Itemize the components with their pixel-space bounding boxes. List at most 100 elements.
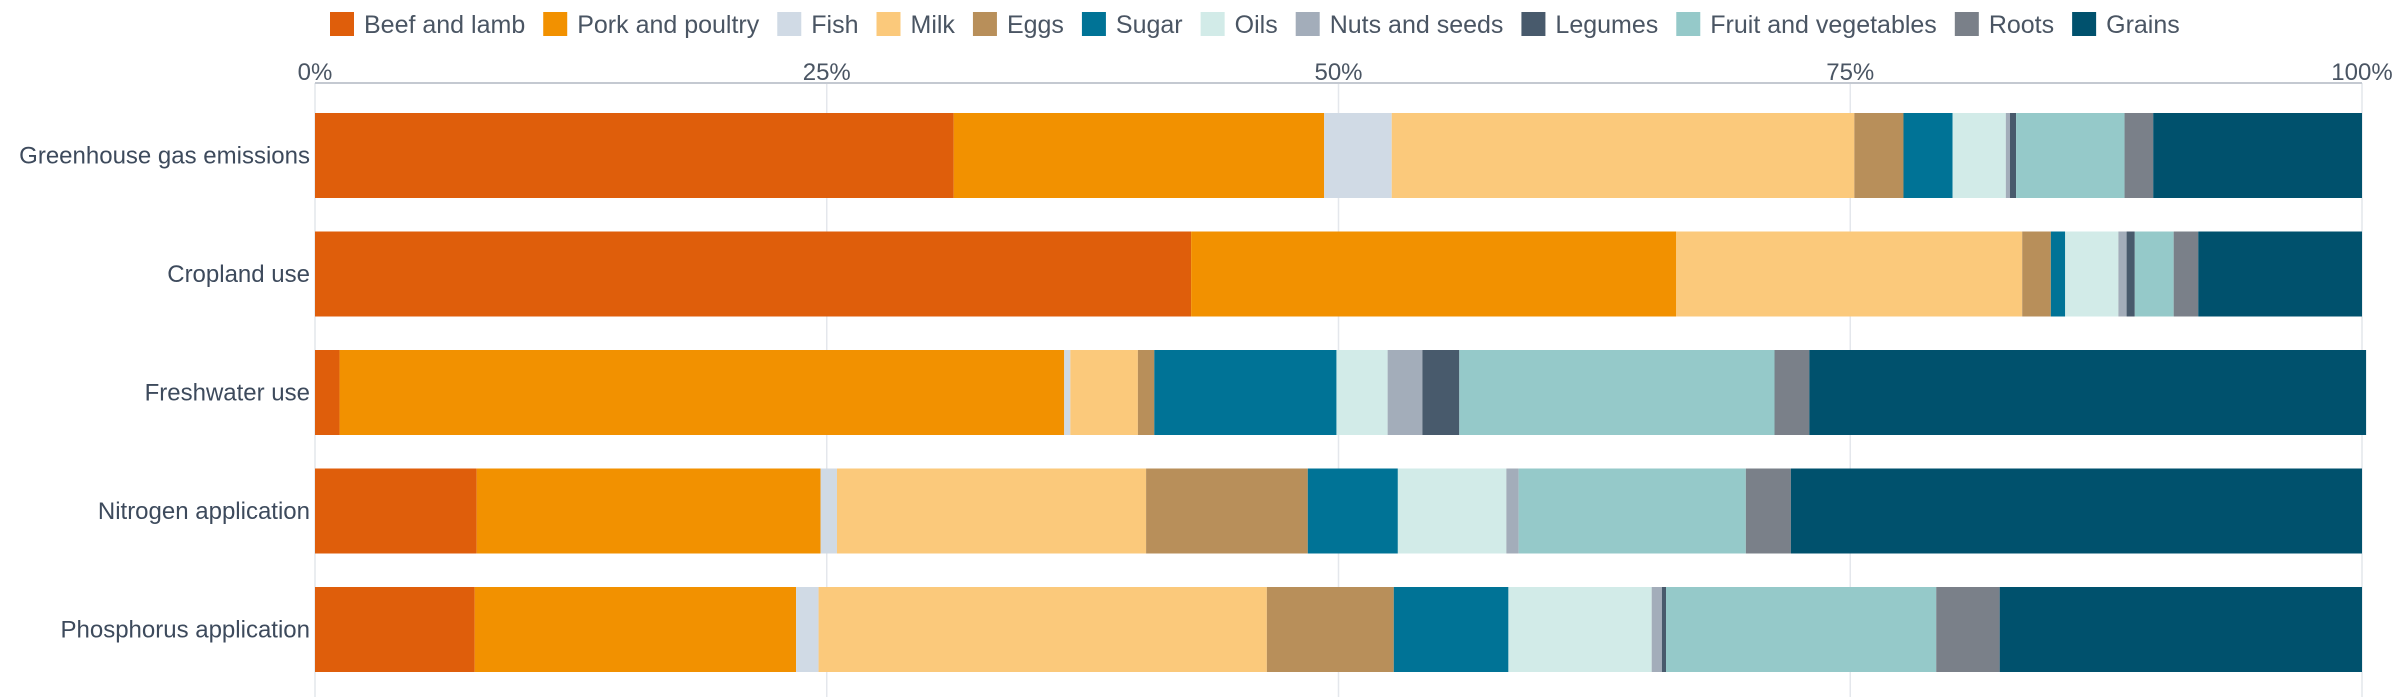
bar-segment-freshwater-use-legumes [1422, 350, 1460, 435]
x-tick-label-50: 50% [1314, 59, 1362, 86]
bar-row-greenhouse-gas-emissions [315, 113, 2362, 198]
bar-segment-phosphorus-application-fruit-and-vegetables [1666, 587, 1937, 672]
bar-segment-greenhouse-gas-emissions-fish [1324, 113, 1392, 198]
bar-segment-freshwater-use-sugar [1154, 350, 1337, 435]
bar-segment-phosphorus-application-oils [1508, 587, 1652, 672]
legend-swatch-pork-and-poultry [543, 12, 568, 36]
bar-row-nitrogen-application [315, 468, 2362, 554]
category-label-cropland-use: Cropland use [167, 261, 310, 288]
legend-swatch-grains [2072, 12, 2097, 36]
bar-segment-cropland-use-legumes [2126, 231, 2135, 317]
bar-segment-phosphorus-application-legumes [1661, 587, 1667, 672]
bar-segment-phosphorus-application-pork-and-poultry [474, 587, 797, 672]
bar-row-cropland-use [315, 231, 2362, 317]
legend-label-fish: Fish [811, 11, 858, 39]
bar-segment-cropland-use-nuts-and-seeds [2118, 231, 2127, 317]
legend-swatch-fruit-and-vegetables [1676, 12, 1701, 36]
legend-swatch-beef-and-lamb [330, 12, 354, 36]
category-label-nitrogen-application: Nitrogen application [98, 498, 310, 525]
bar-segment-nitrogen-application-fish [820, 468, 837, 554]
bar-segment-phosphorus-application-roots [1936, 587, 2000, 672]
bar-row-phosphorus-application [315, 587, 2362, 672]
bar-segment-greenhouse-gas-emissions-fruit-and-vegetables [2016, 113, 2125, 198]
bar-segment-freshwater-use-eggs [1137, 350, 1155, 435]
bar-segment-cropland-use-oils [2065, 231, 2119, 317]
bar-segment-greenhouse-gas-emissions-roots [2124, 113, 2154, 198]
bar-segment-cropland-use-beef-and-lamb [315, 231, 1192, 317]
legend-swatch-roots [1954, 12, 1979, 36]
bar-segment-greenhouse-gas-emissions-nuts-and-seeds [2005, 113, 2010, 198]
bar-segment-phosphorus-application-nuts-and-seeds [1651, 587, 1662, 672]
bar-segment-greenhouse-gas-emissions-beef-and-lamb [315, 113, 954, 198]
legend-swatch-legumes [1521, 12, 1546, 36]
bar-segment-nitrogen-application-sugar [1307, 468, 1398, 554]
legend-label-sugar: Sugar [1116, 11, 1183, 39]
legend-swatch-sugar [1081, 12, 1106, 36]
legend-label-roots: Roots [1989, 11, 2054, 39]
legend-swatch-fish [777, 12, 802, 36]
legend-label-oils: Oils [1235, 11, 1278, 39]
bar-segment-phosphorus-application-milk [818, 587, 1267, 672]
bar-segment-cropland-use-roots [2173, 231, 2199, 317]
bar-segment-freshwater-use-pork-and-poultry [339, 350, 1065, 435]
bar-segment-cropland-use-fruit-and-vegetables [2134, 231, 2174, 317]
legend-label-eggs: Eggs [1007, 11, 1064, 39]
bar-segment-freshwater-use-milk [1070, 350, 1138, 435]
legend-label-grains: Grains [2106, 11, 2180, 39]
legend-label-milk: Milk [911, 11, 956, 39]
bar-segment-cropland-use-grains [2198, 231, 2362, 317]
bar-segment-cropland-use-eggs [2022, 231, 2051, 317]
x-tick-label-75: 75% [1826, 59, 1874, 86]
bar-segment-phosphorus-application-eggs [1266, 587, 1394, 672]
bar-segment-cropland-use-pork-and-poultry [1191, 231, 1677, 317]
bar-segment-greenhouse-gas-emissions-legumes [2009, 113, 2017, 198]
bar-segment-nitrogen-application-beef-and-lamb [315, 468, 477, 554]
bar-row-freshwater-use [315, 350, 2367, 435]
x-axis: 0% 25% 50% 75% 100% [298, 59, 2393, 86]
category-label-greenhouse-gas-emissions: Greenhouse gas emissions [19, 143, 310, 170]
legend-label-beef-and-lamb: Beef and lamb [364, 11, 525, 39]
bar-segment-nitrogen-application-eggs [1146, 468, 1308, 554]
bar-segment-freshwater-use-fish [1064, 350, 1071, 435]
legend-label-pork-and-poultry: Pork and poultry [577, 11, 760, 39]
bar-segment-freshwater-use-grains [1809, 350, 2367, 435]
category-label-freshwater-use: Freshwater use [145, 380, 310, 407]
bar-segment-nitrogen-application-nuts-and-seeds [1506, 468, 1519, 554]
x-tick-label-100: 100% [2331, 59, 2392, 86]
legend-swatch-milk [876, 12, 901, 36]
bar-segment-phosphorus-application-beef-and-lamb [315, 587, 475, 672]
legend-label-nuts-and-seeds: Nuts and seeds [1330, 11, 1504, 39]
bar-segment-nitrogen-application-milk [836, 468, 1147, 554]
x-tick-label-0: 0% [298, 59, 333, 86]
x-tick-label-25: 25% [803, 59, 851, 86]
bar-segment-greenhouse-gas-emissions-pork-and-poultry [953, 113, 1325, 198]
bar-segment-greenhouse-gas-emissions-sugar [1903, 113, 1953, 198]
bar-segment-nitrogen-application-oils [1397, 468, 1507, 554]
legend-label-fruit-and-vegetables: Fruit and vegetables [1710, 11, 1937, 39]
bar-segment-freshwater-use-fruit-and-vegetables [1459, 350, 1775, 435]
bar-segment-greenhouse-gas-emissions-milk [1391, 113, 1855, 198]
bar-segment-freshwater-use-beef-and-lamb [315, 350, 340, 435]
bar-segment-greenhouse-gas-emissions-grains [2153, 113, 2362, 198]
bar-segment-phosphorus-application-grains [1999, 587, 2362, 672]
bar-segment-cropland-use-sugar [2050, 231, 2066, 317]
bar-segment-freshwater-use-nuts-and-seeds [1387, 350, 1423, 435]
bars [315, 113, 2367, 672]
legend-swatch-eggs [972, 12, 997, 36]
bar-segment-cropland-use-milk [1676, 231, 2023, 317]
bar-segment-phosphorus-application-sugar [1393, 587, 1509, 672]
bar-segment-nitrogen-application-fruit-and-vegetables [1518, 468, 1746, 554]
legend: Beef and lamb Pork and poultry Fish Milk Egg… [330, 11, 2180, 39]
y-axis: Greenhouse gas emissions Cropland use Fres… [19, 143, 310, 644]
legend-label-legumes: Legumes [1555, 11, 1658, 39]
bar-segment-nitrogen-application-grains [1790, 468, 2362, 554]
bar-segment-phosphorus-application-fish [796, 587, 819, 672]
bar-segment-greenhouse-gas-emissions-oils [1952, 113, 2006, 198]
bar-segment-freshwater-use-oils [1336, 350, 1388, 435]
bar-segment-nitrogen-application-roots [1745, 468, 1791, 554]
legend-swatch-oils [1200, 12, 1225, 36]
bar-segment-freshwater-use-roots [1774, 350, 1810, 435]
bar-segment-greenhouse-gas-emissions-eggs [1854, 113, 1904, 198]
